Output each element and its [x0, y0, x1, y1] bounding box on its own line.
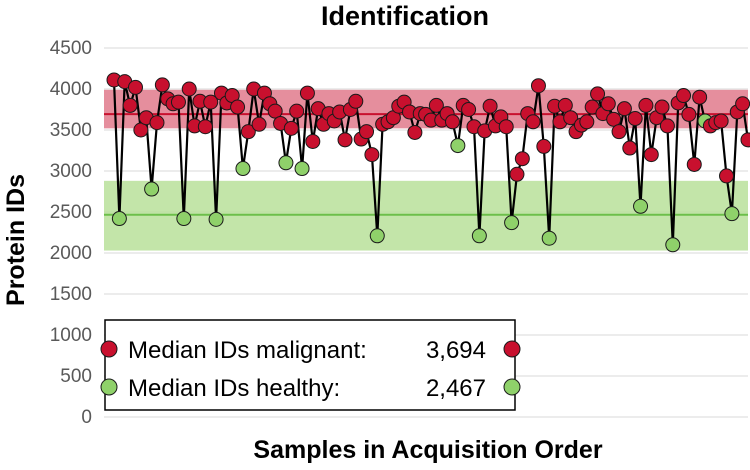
- malignant-point: [654, 99, 670, 115]
- malignant-point: [735, 96, 750, 112]
- y-tick-label: 1000: [50, 325, 92, 346]
- healthy-point: [369, 228, 385, 244]
- healthy-point: [665, 237, 681, 253]
- malignant-point: [364, 147, 380, 163]
- y-tick-label: 3500: [50, 120, 92, 141]
- malignant-point: [600, 96, 616, 112]
- y-tick-label: 0: [81, 407, 92, 428]
- malignant-point: [659, 118, 675, 134]
- y-axis-ticks: 0 500 1000 1500 2000 2500 3000 3500 4000 4500: [50, 38, 92, 428]
- malignant-point: [530, 78, 546, 94]
- malignant-point: [283, 120, 299, 136]
- malignant-point: [590, 86, 606, 102]
- y-axis-label: Protein IDs: [2, 174, 30, 306]
- y-tick-label: 4500: [50, 38, 92, 59]
- legend-marker-right: [503, 378, 521, 396]
- y-tick-label: 2500: [50, 202, 92, 223]
- malignant-point: [563, 110, 579, 126]
- malignant-point: [692, 89, 708, 105]
- malignant-point: [611, 124, 627, 140]
- malignant-point: [686, 156, 702, 172]
- malignant-point: [299, 85, 315, 101]
- healthy-point: [176, 211, 192, 227]
- malignant-point: [740, 132, 750, 148]
- malignant-point: [584, 99, 600, 115]
- malignant-point: [557, 97, 573, 113]
- legend-label: Median IDs healthy:: [128, 375, 340, 402]
- legend-marker-right: [503, 340, 521, 358]
- malignant-point: [407, 124, 423, 140]
- malignant-point: [616, 101, 632, 117]
- malignant-point: [643, 147, 659, 163]
- healthy-point: [235, 161, 251, 177]
- legend-value: 3,694: [426, 337, 486, 364]
- y-tick-label: 3000: [50, 161, 92, 182]
- y-tick-label: 1500: [50, 284, 92, 305]
- malignant-point: [127, 79, 143, 95]
- malignant-point: [536, 138, 552, 154]
- healthy-point: [450, 138, 466, 154]
- malignant-point: [170, 94, 186, 110]
- legend-label: Median IDs malignant:: [128, 337, 367, 364]
- malignant-point: [676, 88, 692, 104]
- malignant-point: [498, 119, 514, 135]
- malignant-point: [289, 103, 305, 119]
- malignant-point: [240, 124, 256, 140]
- x-axis-label: Samples in Acquisition Order: [253, 436, 602, 464]
- malignant-point: [305, 133, 321, 149]
- malignant-point: [461, 102, 477, 117]
- malignant-point: [359, 124, 375, 140]
- healthy-point: [144, 181, 160, 197]
- malignant-point: [149, 115, 165, 131]
- malignant-point: [606, 111, 622, 127]
- malignant-point: [348, 93, 364, 109]
- malignant-point: [719, 168, 735, 184]
- malignant-point: [514, 151, 530, 167]
- malignant-point: [525, 114, 541, 130]
- y-tick-label: 500: [60, 366, 92, 387]
- malignant-point: [197, 119, 213, 135]
- malignant-point: [230, 99, 246, 115]
- malignant-point: [681, 106, 697, 122]
- healthy-point: [541, 230, 557, 246]
- healthy-point: [294, 161, 310, 177]
- malignant-point: [713, 113, 729, 129]
- malignant-point: [428, 97, 444, 113]
- legend-value: 2,467: [426, 375, 486, 402]
- y-tick-label: 4000: [50, 79, 92, 100]
- legend: Median IDs malignant: 3,694 Median IDs hea…: [100, 319, 521, 411]
- malignant-point: [203, 94, 219, 110]
- healthy-point: [724, 206, 740, 222]
- malignant-point: [337, 132, 353, 148]
- malignant-point: [509, 166, 525, 182]
- y-tick-label: 2000: [50, 243, 92, 264]
- malignant-point: [638, 97, 654, 113]
- malignant-point: [133, 122, 149, 138]
- malignant-point: [482, 98, 498, 114]
- malignant-point: [267, 103, 283, 119]
- malignant-point: [579, 114, 595, 130]
- healthy-point: [208, 211, 224, 227]
- healthy-point: [633, 198, 649, 214]
- legend-box: [104, 319, 516, 411]
- legend-marker-left: [100, 340, 118, 358]
- healthy-point: [111, 211, 127, 227]
- malignant-point: [154, 77, 170, 93]
- healthy-point: [504, 215, 520, 231]
- malignant-point: [181, 81, 197, 97]
- malignant-point: [251, 116, 267, 132]
- malignant-point: [122, 97, 138, 113]
- chart-title: Identification: [321, 1, 489, 31]
- malignant-point: [444, 114, 460, 130]
- legend-marker-left: [100, 378, 118, 396]
- healthy-point: [278, 155, 294, 171]
- series-points: [106, 72, 750, 253]
- malignant-point: [627, 111, 643, 127]
- malignant-point: [622, 140, 638, 156]
- healthy-point: [471, 228, 487, 244]
